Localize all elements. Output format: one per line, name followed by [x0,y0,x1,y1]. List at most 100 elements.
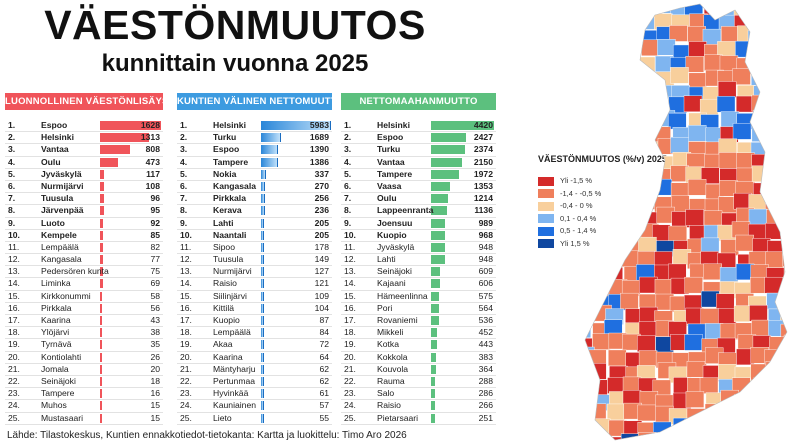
municipality-region [620,124,640,142]
municipality-region [735,95,755,113]
municipality-region [671,432,690,440]
value-bar [431,340,438,350]
municipality-region [604,27,624,44]
municipality-region [592,184,612,201]
rank: 20. [344,351,356,362]
table-row: 24. Muhos 15 [5,400,163,413]
value-bar [431,303,440,313]
municipality-region [639,276,658,294]
municipality-region [668,225,687,243]
municipality-region [592,154,612,172]
municipality-region [606,403,626,421]
rank: 13. [344,266,356,277]
municipality-region [684,418,703,436]
municipality: Liminka [41,278,71,289]
table-row: 8. Kerava 236 [177,205,332,218]
municipality-region [585,419,592,437]
municipality-region [720,430,739,440]
municipality-region [734,420,753,437]
rank: 15. [8,290,20,301]
municipality-region [587,403,607,421]
municipality-region [783,138,787,155]
municipality-region [585,276,594,294]
rank: 13. [8,266,20,277]
municipality: Tampere [213,156,249,167]
table-row: 9. Luoto 92 [5,218,163,230]
table-row: 13. Pedersören kunta 75 [5,266,163,279]
municipality-region [621,70,640,88]
rank: 21. [180,363,192,374]
municipality-region [622,53,642,71]
municipality-region [764,109,784,126]
rank: 16. [344,302,356,313]
municipality: Ylöjärvi [41,327,70,338]
municipality-region [732,68,751,85]
value-bar [431,401,435,411]
value: 4420 [473,120,493,130]
value: 20 [150,363,160,374]
municipality: Vantaa [41,144,69,155]
municipality: Mikkeli [377,327,404,338]
municipality-region [593,98,612,115]
municipality-region [732,123,752,140]
municipality-region [752,109,772,127]
municipality-region [685,209,704,226]
value-bar [261,218,265,228]
value-bar [261,303,264,313]
municipality-region [687,179,707,196]
municipality-region [593,124,612,141]
table-row: 13. Nurmijärvi 127 [177,266,332,279]
municipality-region [752,403,771,420]
value-bar [100,389,102,399]
legend-item: Yli -1,5 % [538,176,592,186]
table-row: 3. Vantaa 808 [5,144,163,157]
municipality-region [667,263,687,281]
municipality-region [593,211,612,228]
rank: 1. [180,120,188,130]
rank: 11. [8,241,20,252]
municipality-region [637,193,656,210]
municipality-region [784,392,787,410]
table-row: 12. Lahti 948 [341,254,496,267]
municipality-region [779,422,787,439]
municipality-region [683,95,703,112]
legend-label: Yli 1,5 % [560,238,590,248]
value: 1136 [474,205,493,216]
legend-swatch [538,239,554,249]
value: 1313 [140,132,160,143]
table-row: 15. Kirkkonummi 58 [5,291,163,303]
value: 26 [150,351,160,362]
table-row: 18. Mikkeli 452 [341,327,496,340]
value: 266 [478,400,493,411]
value-bar [431,364,437,374]
table-row: 17. Kaarina 43 [5,315,163,328]
value: 1390 [309,144,329,155]
rank: 24. [8,400,20,411]
municipality-region [608,193,628,210]
value-bar [100,255,103,265]
page-title: VÄESTÖNMUUTOS [44,2,426,48]
municipality-region [585,166,592,183]
municipality-region [783,334,787,352]
value-bar [100,194,104,204]
rank: 6. [8,180,16,191]
value-bar [261,340,264,350]
municipality: Muhos [41,400,67,411]
value: 127 [314,266,329,277]
value: 18 [150,375,160,386]
table-row: 14. Kajaani 606 [341,278,496,291]
value: 62 [319,375,329,386]
value: 383 [478,351,493,362]
municipality-region [669,25,688,42]
value-bar [100,181,105,191]
municipality-region [686,361,706,378]
table-row: 7. Pirkkala 256 [177,193,332,206]
value: 251 [478,412,493,423]
table-row: 9. Joensuu 989 [341,218,496,230]
rank: 15. [180,290,192,301]
table-row: 21. Jomala 20 [5,364,163,376]
value-bar [100,121,161,130]
value: 35 [150,339,160,350]
table-row: 21. Kouvola 364 [341,364,496,376]
value: 968 [478,229,493,240]
